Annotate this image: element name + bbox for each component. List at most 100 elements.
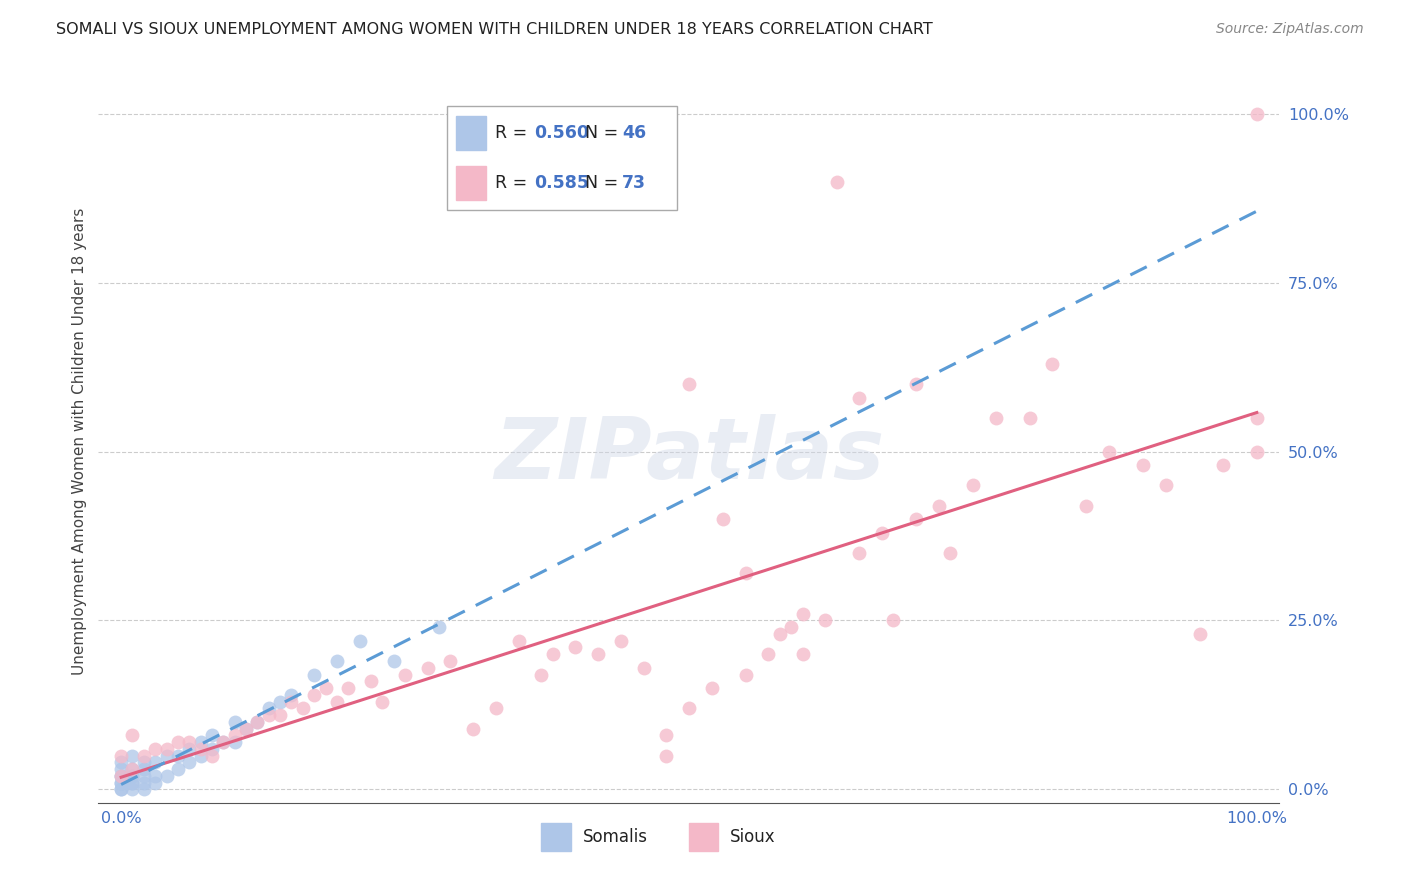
Point: [143, 769, 166, 783]
Point: [201, 728, 224, 742]
Point: [132, 775, 155, 789]
Point: [224, 735, 246, 749]
Point: [633, 661, 655, 675]
Point: [155, 769, 177, 783]
Point: [939, 546, 962, 560]
Point: [224, 714, 246, 729]
Point: [905, 512, 928, 526]
Point: [110, 782, 132, 797]
Point: [734, 667, 756, 681]
Point: [132, 769, 155, 783]
Point: [485, 701, 508, 715]
Point: [190, 741, 212, 756]
Point: [110, 762, 132, 776]
Point: [257, 708, 280, 723]
Point: [235, 722, 257, 736]
Point: [349, 633, 371, 648]
Point: [121, 769, 143, 783]
Y-axis label: Unemployment Among Women with Children Under 18 years: Unemployment Among Women with Children U…: [72, 208, 87, 675]
Point: [155, 741, 177, 756]
Point: [326, 694, 349, 708]
Point: [110, 769, 132, 783]
Point: [427, 620, 450, 634]
Point: [962, 478, 984, 492]
Point: [110, 782, 132, 797]
Point: [179, 735, 201, 749]
Point: [280, 694, 302, 708]
Point: [371, 694, 394, 708]
Point: [769, 627, 792, 641]
Point: [1246, 411, 1268, 425]
Point: [269, 694, 291, 708]
Point: [1076, 499, 1098, 513]
Point: [257, 701, 280, 715]
Point: [121, 782, 143, 797]
Point: [201, 741, 224, 756]
Point: [315, 681, 337, 695]
Point: [711, 512, 734, 526]
Point: [700, 681, 723, 695]
Point: [302, 688, 325, 702]
Point: [212, 735, 235, 749]
Text: SOMALI VS SIOUX UNEMPLOYMENT AMONG WOMEN WITH CHILDREN UNDER 18 YEARS CORRELATIO: SOMALI VS SIOUX UNEMPLOYMENT AMONG WOMEN…: [56, 22, 934, 37]
Point: [190, 748, 212, 763]
Point: [814, 614, 837, 628]
Point: [302, 667, 325, 681]
Point: [167, 748, 190, 763]
Point: [212, 735, 235, 749]
Point: [179, 756, 201, 770]
Point: [394, 667, 416, 681]
Point: [1040, 357, 1063, 371]
Point: [110, 775, 132, 789]
Point: [269, 708, 291, 723]
Point: [121, 748, 143, 763]
Point: [201, 748, 224, 763]
Point: [882, 614, 904, 628]
Point: [848, 391, 870, 405]
Point: [167, 762, 190, 776]
Point: [326, 654, 349, 668]
Point: [110, 756, 132, 770]
Point: [792, 647, 814, 661]
Text: Source: ZipAtlas.com: Source: ZipAtlas.com: [1216, 22, 1364, 37]
Point: [1098, 444, 1121, 458]
Point: [792, 607, 814, 621]
Point: [870, 525, 893, 540]
Point: [337, 681, 360, 695]
Point: [110, 769, 132, 783]
Point: [167, 735, 190, 749]
Point: [541, 647, 564, 661]
Point: [508, 633, 530, 648]
Point: [1246, 444, 1268, 458]
Point: [246, 714, 269, 729]
Point: [1188, 627, 1211, 641]
Point: [530, 667, 553, 681]
Point: [825, 175, 848, 189]
Point: [1154, 478, 1177, 492]
Point: [655, 728, 678, 742]
Point: [132, 748, 155, 763]
Point: [586, 647, 609, 661]
Point: [1212, 458, 1234, 472]
Point: [439, 654, 461, 668]
Point: [143, 756, 166, 770]
Point: [416, 661, 439, 675]
Point: [121, 762, 143, 776]
Point: [655, 748, 678, 763]
Point: [132, 756, 155, 770]
Point: [360, 674, 382, 689]
Point: [758, 647, 780, 661]
Point: [780, 620, 803, 634]
Point: [121, 762, 143, 776]
Text: ZIPatlas: ZIPatlas: [494, 415, 884, 498]
Point: [190, 735, 212, 749]
Point: [121, 775, 143, 789]
Point: [928, 499, 950, 513]
Point: [143, 741, 166, 756]
Point: [678, 701, 700, 715]
Point: [1246, 107, 1268, 121]
Point: [224, 728, 246, 742]
Point: [121, 769, 143, 783]
Point: [143, 775, 166, 789]
Point: [678, 377, 700, 392]
